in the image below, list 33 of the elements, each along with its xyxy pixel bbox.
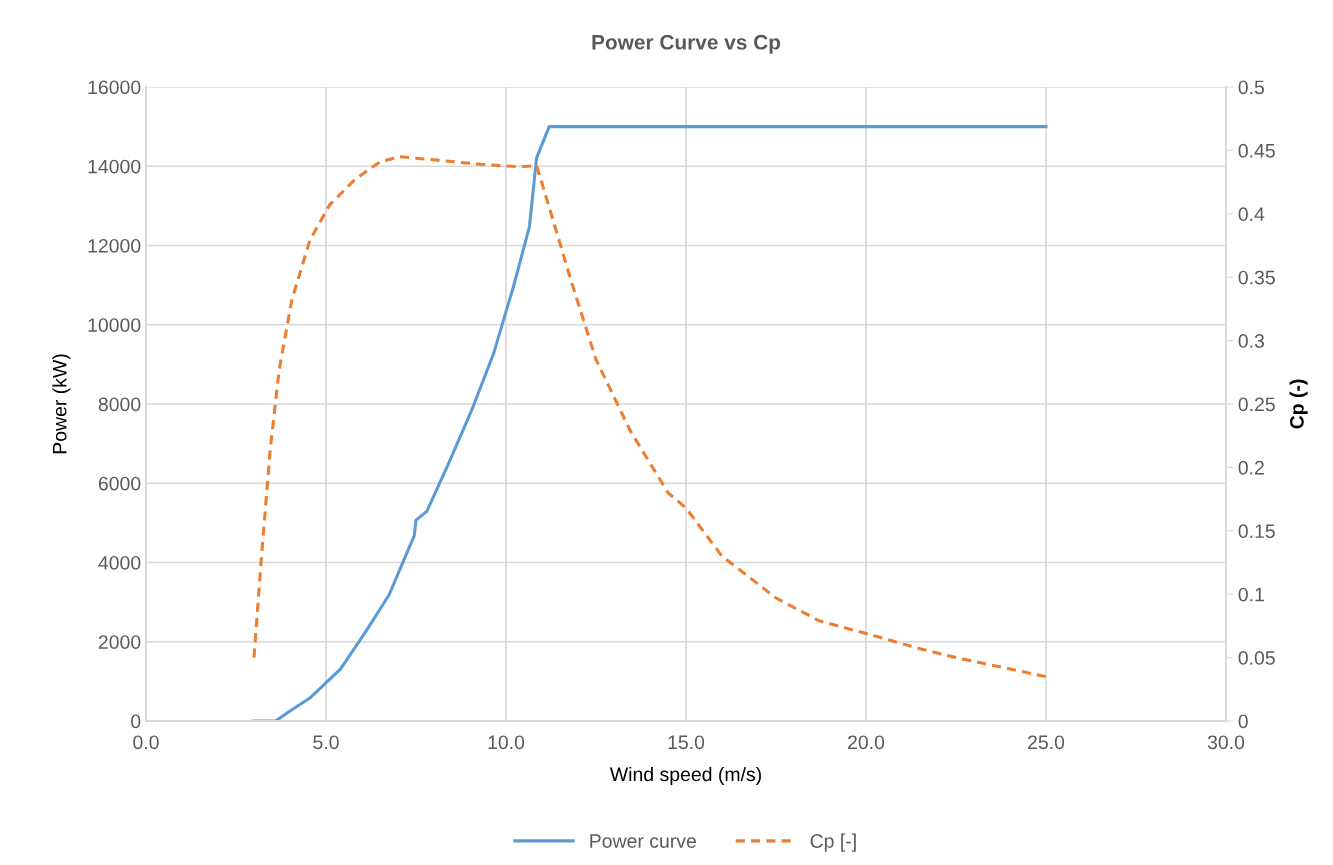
x-tick-label: 25.0 bbox=[1028, 735, 1065, 750]
y-tick-label: 10000 bbox=[88, 318, 141, 332]
y2-tick-label: 0.4 bbox=[1238, 207, 1265, 222]
legend-label: Cp [-] bbox=[810, 833, 856, 852]
chart-title: Power Curve vs Cp bbox=[592, 34, 781, 54]
y2-tick-label: 0.1 bbox=[1238, 587, 1264, 602]
x-tick-label: 15.0 bbox=[668, 735, 705, 750]
y2-tick-label: 0.3 bbox=[1238, 334, 1264, 348]
y2-tick-label: 0.5 bbox=[1238, 80, 1265, 95]
y-tick-label: 8000 bbox=[98, 397, 141, 412]
y-tick-label: 4000 bbox=[98, 555, 141, 570]
x-tick-label: 5.0 bbox=[313, 735, 339, 750]
y-tick-label: 14000 bbox=[88, 159, 141, 174]
y2-tick-label: 0.05 bbox=[1238, 651, 1275, 665]
y-tick-label: 2000 bbox=[98, 635, 141, 649]
legend-label: Power curve bbox=[590, 834, 696, 848]
y2-tick-label: 0.15 bbox=[1238, 524, 1275, 539]
x-tick-label: 10.0 bbox=[488, 735, 525, 750]
x-axis-title: Wind speed (m/s) bbox=[609, 766, 761, 786]
y-tick-label: 0 bbox=[131, 714, 141, 729]
y2-tick-label: 0.35 bbox=[1238, 270, 1275, 285]
y-axis-title: Power (kW) bbox=[52, 354, 71, 454]
y2-tick-label: 0.45 bbox=[1238, 143, 1275, 158]
y2-tick-label: 0.2 bbox=[1238, 460, 1264, 475]
x-tick-label: 30.0 bbox=[1207, 735, 1245, 750]
y2-tick-label: 0 bbox=[1238, 714, 1248, 729]
y-tick-label: 6000 bbox=[98, 476, 141, 491]
y2-axis-title: Cp (-) bbox=[1289, 379, 1308, 429]
x-tick-label: 0.0 bbox=[133, 735, 159, 750]
y2-tick-label: 0.25 bbox=[1238, 397, 1275, 412]
x-tick-label: 20.0 bbox=[848, 735, 885, 750]
y-tick-label: 12000 bbox=[88, 238, 141, 253]
y-tick-label: 16000 bbox=[88, 80, 141, 95]
